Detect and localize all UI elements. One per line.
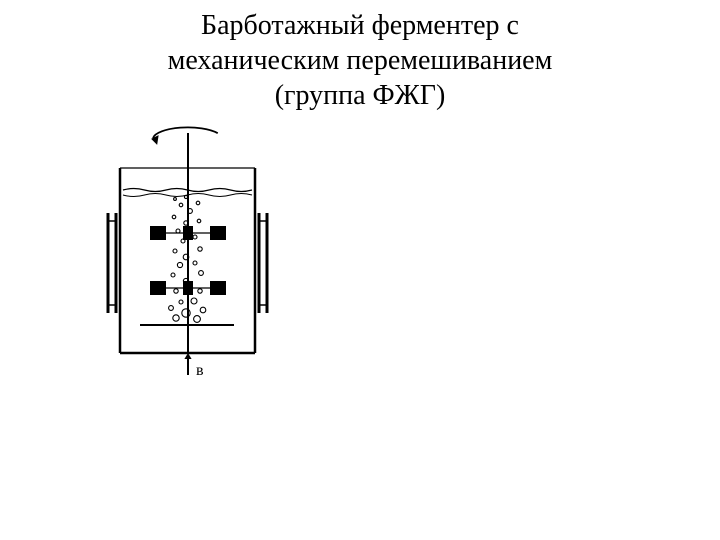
title-line1: Барботажный ферментер с [0,8,720,43]
title-line3: (группа ФЖГ) [0,78,720,113]
page-title: Барботажный ферментер с механическим пер… [0,0,720,113]
diagram-container: в [0,113,720,533]
fermenter-diagram: в [0,113,380,413]
svg-text:в: в [196,362,204,379]
title-line2: механическим перемешиванием [0,43,720,78]
